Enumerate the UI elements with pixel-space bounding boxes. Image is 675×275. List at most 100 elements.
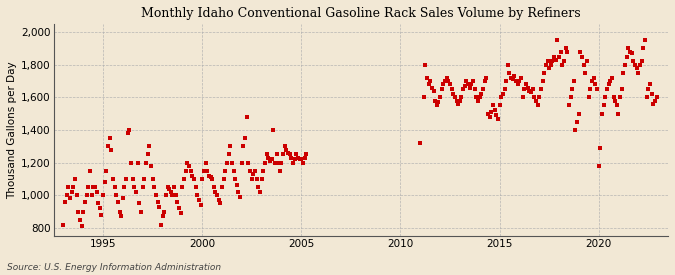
Point (645, 82, 655, 86)
Point (460, 84, 470, 88)
Point (443, 79, 454, 83)
Point (180, 169, 191, 173)
Point (550, 57, 561, 62)
Point (113, 200, 124, 204)
Point (243, 160, 254, 165)
Point (70, 177, 80, 181)
Point (103, 144, 113, 148)
Point (587, 79, 597, 83)
Point (483, 111, 493, 116)
Point (501, 79, 512, 83)
Point (493, 116, 504, 121)
Point (268, 128, 279, 132)
Y-axis label: Thousand Gallons per Day: Thousand Gallons per Day (7, 61, 17, 199)
Point (230, 177, 241, 181)
Point (539, 71, 549, 75)
Point (543, 66, 554, 70)
Point (88, 185, 99, 189)
Point (162, 185, 173, 189)
Point (628, 59, 639, 64)
Point (286, 155, 297, 160)
Point (554, 54, 564, 59)
Point (592, 87, 603, 91)
Point (570, 128, 581, 132)
Point (559, 59, 570, 64)
Point (598, 103, 609, 108)
Point (122, 131, 133, 135)
Point (84, 169, 95, 173)
Point (469, 87, 480, 91)
Point (124, 128, 135, 132)
Point (195, 203, 206, 207)
Point (435, 95, 446, 100)
Point (420, 62, 431, 67)
Point (215, 201, 226, 206)
Point (506, 76, 516, 80)
Point (284, 152, 295, 157)
Point (643, 87, 653, 91)
Point (487, 103, 498, 108)
Point (221, 160, 232, 165)
Point (142, 152, 153, 157)
Point (595, 146, 605, 150)
Point (205, 175, 216, 180)
Point (271, 152, 282, 157)
Point (182, 160, 193, 165)
Point (567, 87, 578, 91)
Point (497, 92, 508, 96)
Point (209, 185, 219, 189)
Point (489, 108, 500, 112)
Point (495, 95, 506, 100)
Point (170, 193, 181, 197)
Point (428, 89, 439, 93)
Point (251, 177, 262, 181)
Point (136, 209, 146, 214)
Point (648, 102, 659, 106)
Point (622, 54, 632, 59)
Point (151, 193, 161, 197)
Point (140, 160, 151, 165)
Point (184, 164, 194, 168)
Point (421, 76, 432, 80)
Point (111, 193, 122, 197)
Point (454, 98, 465, 103)
Point (491, 113, 502, 117)
Point (514, 79, 524, 83)
Point (131, 190, 142, 194)
Point (107, 177, 118, 181)
Point (276, 160, 287, 165)
Point (173, 206, 184, 210)
Point (117, 196, 128, 201)
Point (575, 50, 586, 54)
Point (165, 190, 176, 194)
Point (281, 147, 292, 152)
Point (630, 62, 641, 67)
Point (198, 169, 209, 173)
Point (187, 174, 198, 178)
Point (119, 185, 130, 189)
Point (608, 95, 619, 100)
Point (242, 115, 252, 119)
Point (65, 196, 76, 201)
Point (134, 201, 144, 206)
Point (104, 136, 115, 140)
Point (190, 185, 201, 189)
Point (114, 209, 125, 214)
Point (213, 198, 224, 202)
Point (512, 82, 523, 86)
Point (508, 77, 518, 82)
Point (638, 46, 649, 51)
Point (73, 209, 84, 214)
Point (613, 111, 624, 116)
Point (597, 111, 608, 116)
Point (238, 144, 249, 148)
Point (279, 144, 290, 148)
Point (456, 95, 467, 100)
Point (641, 95, 652, 100)
Point (564, 103, 574, 108)
Point (220, 169, 231, 173)
Point (72, 193, 82, 197)
Point (537, 79, 548, 83)
Point (572, 120, 583, 124)
Point (649, 98, 660, 103)
